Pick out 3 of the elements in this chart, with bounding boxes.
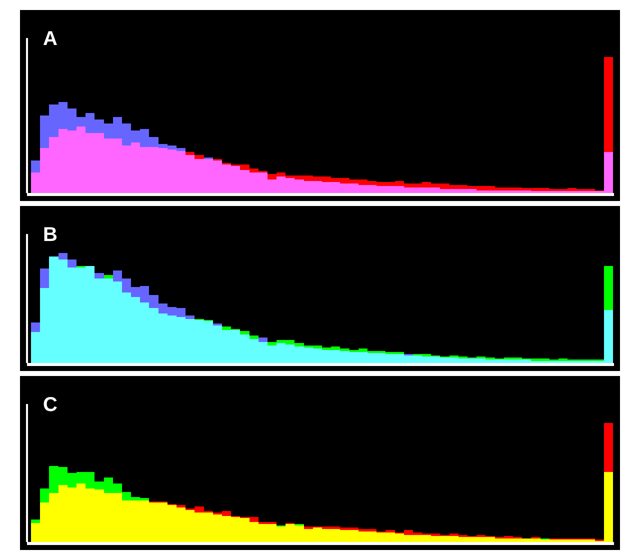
chart-title: C: [43, 394, 58, 416]
chart-title: B: [43, 224, 58, 246]
chart-title: A: [43, 28, 58, 50]
